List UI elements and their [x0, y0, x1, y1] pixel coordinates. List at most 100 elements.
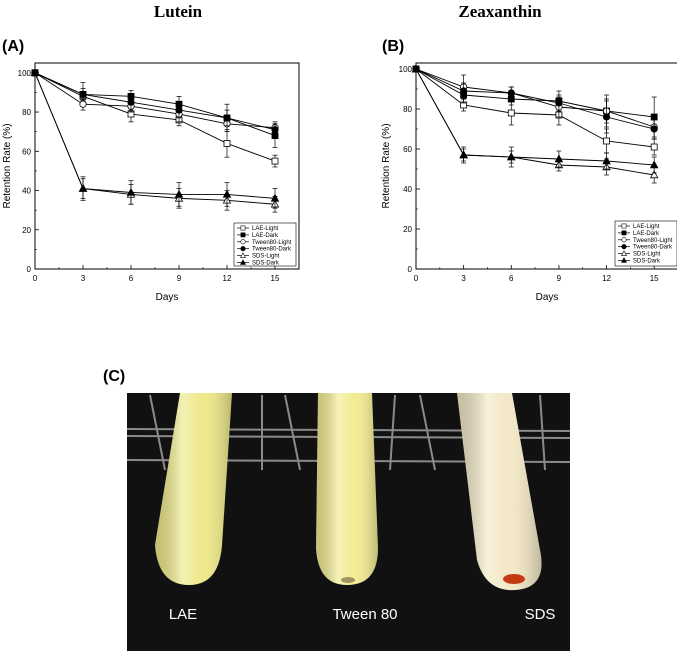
- x-tick-label: 12: [223, 274, 232, 283]
- title-lutein: Lutein: [154, 2, 203, 21]
- data-point: [602, 156, 611, 165]
- data-point: [603, 137, 610, 145]
- y-tick-label: 100: [399, 65, 413, 74]
- title-zeaxanthin: Zeaxanthin: [458, 2, 542, 21]
- legend-label: LAE-Light: [252, 226, 279, 232]
- data-point: [126, 187, 136, 196]
- data-point: [411, 64, 421, 73]
- series-sds-light: [411, 64, 659, 184]
- series-lae-dark: [31, 69, 279, 148]
- x-axis-ticks: 0 3 6 9 12 15: [33, 265, 280, 283]
- data-point: [271, 126, 279, 134]
- legend-label: SDS-Light: [252, 254, 280, 260]
- panel-label-b: (B): [382, 38, 404, 55]
- legend-label: LAE-Dark: [252, 233, 279, 239]
- y-tick-label: 100: [18, 69, 32, 78]
- legend-marker: [240, 259, 246, 265]
- legend-label: Tween80-Light: [633, 238, 673, 244]
- legend-marker: [240, 239, 246, 245]
- data-point: [271, 157, 279, 165]
- x-tick-label: 0: [33, 274, 38, 283]
- legend: LAE-LightLAE-DarkTween80-LightTween80-Da…: [614, 220, 677, 267]
- legend-label: LAE-Light: [633, 224, 660, 230]
- series-group: [30, 68, 280, 213]
- y-tick-label: 20: [22, 226, 31, 235]
- series-lae-light: [412, 65, 658, 156]
- y-tick-label: 80: [403, 105, 412, 114]
- legend-label: Tween80-Light: [252, 240, 292, 246]
- x-tick-label: 15: [650, 274, 659, 283]
- y-tick-label: 20: [403, 225, 412, 234]
- data-point: [507, 109, 515, 117]
- y-tick-label: 60: [403, 145, 412, 154]
- data-point: [78, 183, 88, 192]
- series-line: [415, 68, 655, 128]
- series-sds-dark: [30, 68, 280, 209]
- series-line: [415, 68, 655, 176]
- legend-marker: [240, 246, 246, 252]
- legend-marker: [621, 223, 627, 229]
- series-group: [411, 64, 659, 184]
- data-point: [554, 154, 564, 163]
- y-tick-label: 80: [22, 108, 31, 117]
- legend-marker: [621, 230, 627, 236]
- data-point: [650, 143, 658, 151]
- x-tick-label: 3: [81, 274, 86, 283]
- x-tick-label: 9: [557, 274, 562, 283]
- series-line: [34, 72, 276, 137]
- series-tween80-dark: [31, 69, 279, 136]
- x-tick-label: 6: [129, 274, 134, 283]
- data-point: [175, 106, 183, 114]
- data-point: [460, 87, 468, 95]
- series-line: [415, 68, 655, 130]
- panel-label-a: (A): [2, 38, 24, 55]
- series-tween80-dark: [412, 65, 658, 140]
- plot-frame: [34, 62, 300, 270]
- legend-label: LAE-Dark: [633, 231, 660, 237]
- data-point: [222, 189, 232, 198]
- legend-marker: [621, 250, 627, 256]
- y-tick-label: 60: [22, 147, 31, 156]
- data-point: [79, 100, 87, 108]
- series-line: [34, 72, 276, 162]
- x-tick-label: 6: [509, 274, 514, 283]
- legend-marker: [240, 252, 246, 258]
- data-point: [223, 114, 231, 122]
- legend-box: [614, 220, 677, 267]
- series-tween80-light: [412, 65, 658, 140]
- legend-marker: [240, 225, 246, 231]
- series-line: [415, 68, 655, 166]
- photo-test-tubes: LAE Tween 80 SDS: [126, 393, 571, 651]
- x-axis-ticks: 0 3 6 9 12 15: [414, 265, 659, 283]
- legend-marker: [621, 237, 627, 243]
- data-point: [507, 89, 515, 97]
- chart-zeaxanthin: 0 20 40 60 80 100 0 3 6 9 12 15 Days Retention Rat…: [381, 62, 677, 303]
- legend: LAE-LightLAE-DarkTween80-LightTween80-Da…: [233, 222, 297, 267]
- legend-label: Tween80-Dark: [252, 247, 292, 253]
- series-tween80-light: [31, 69, 279, 134]
- legend-label: Tween80-Dark: [633, 245, 673, 251]
- chart-lutein: 0 20 40 60 80 100 0 3 6 9 12 15 Days Retention Rat…: [2, 62, 300, 303]
- y-tick-label: 40: [403, 185, 412, 194]
- x-axis-label: Days: [536, 292, 559, 303]
- tube-tween80: [316, 393, 378, 585]
- series-lae-dark: [412, 65, 658, 138]
- data-point: [555, 99, 563, 107]
- data-point: [649, 170, 659, 179]
- x-tick-label: 9: [177, 274, 182, 283]
- plot-frame: [415, 62, 677, 270]
- y-axis-label: Retention Rate (%): [2, 123, 13, 208]
- y-tick-label: 0: [27, 265, 32, 274]
- series-line: [415, 68, 655, 148]
- photo-label-sds: SDS: [525, 606, 556, 623]
- legend-label: SDS-Light: [633, 252, 661, 258]
- series-sds-light: [30, 68, 280, 213]
- y-axis-ticks: 0 20 40 60 80 100: [18, 69, 39, 274]
- series-lae-light: [31, 69, 279, 168]
- data-point: [270, 193, 280, 202]
- series-line: [415, 68, 655, 118]
- data-point: [223, 140, 231, 147]
- y-axis-ticks: 0 20 40 60 80 100: [399, 65, 420, 274]
- legend-marker: [240, 232, 246, 238]
